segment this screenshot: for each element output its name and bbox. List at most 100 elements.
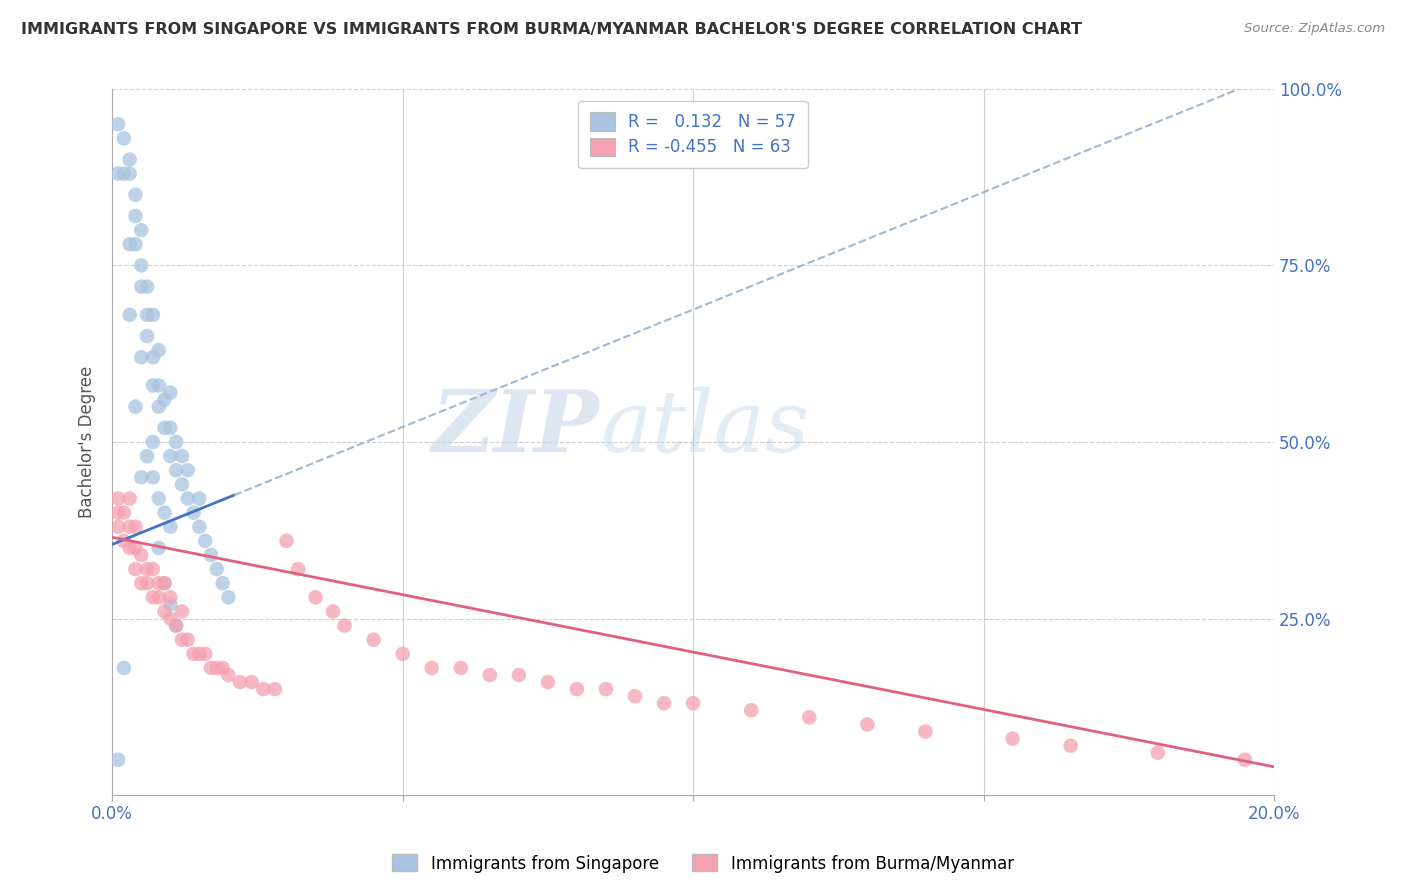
- Point: [194, 533, 217, 548]
- Point: [165, 618, 187, 632]
- Point: [148, 400, 170, 414]
- Point: [136, 308, 159, 322]
- Point: [183, 647, 205, 661]
- Point: [565, 682, 588, 697]
- Point: [136, 279, 159, 293]
- Point: [276, 533, 298, 548]
- Point: [1001, 731, 1024, 746]
- Point: [1059, 739, 1081, 753]
- Point: [112, 167, 135, 181]
- Point: [142, 470, 165, 484]
- Point: [159, 591, 181, 605]
- Point: [194, 647, 217, 661]
- Point: [252, 682, 274, 697]
- Point: [229, 675, 252, 690]
- Point: [537, 675, 560, 690]
- Point: [142, 350, 165, 364]
- Point: [118, 237, 141, 252]
- Point: [136, 576, 159, 591]
- Point: [107, 167, 129, 181]
- Point: [136, 329, 159, 343]
- Point: [170, 632, 193, 647]
- Point: [118, 491, 141, 506]
- Point: [107, 117, 129, 131]
- Point: [177, 463, 200, 477]
- Point: [142, 308, 165, 322]
- Point: [118, 519, 141, 533]
- Point: [107, 506, 129, 520]
- Point: [188, 647, 211, 661]
- Point: [118, 153, 141, 167]
- Point: [217, 668, 239, 682]
- Point: [148, 591, 170, 605]
- Point: [287, 562, 309, 576]
- Point: [124, 541, 146, 555]
- Point: [159, 611, 181, 625]
- Text: Source: ZipAtlas.com: Source: ZipAtlas.com: [1244, 22, 1385, 36]
- Point: [624, 689, 647, 703]
- Point: [129, 470, 152, 484]
- Point: [159, 598, 181, 612]
- Point: [136, 449, 159, 463]
- Point: [595, 682, 617, 697]
- Point: [148, 343, 170, 358]
- Point: [264, 682, 287, 697]
- Point: [153, 392, 176, 407]
- Point: [363, 632, 385, 647]
- Point: [508, 668, 530, 682]
- Point: [856, 717, 879, 731]
- Point: [142, 434, 165, 449]
- Point: [740, 703, 762, 717]
- Point: [159, 421, 181, 435]
- Point: [177, 491, 200, 506]
- Point: [914, 724, 936, 739]
- Point: [148, 491, 170, 506]
- Legend: R =   0.132   N = 57, R = -0.455   N = 63: R = 0.132 N = 57, R = -0.455 N = 63: [578, 101, 808, 168]
- Point: [165, 618, 187, 632]
- Point: [148, 378, 170, 392]
- Point: [322, 604, 344, 618]
- Point: [112, 131, 135, 145]
- Point: [148, 576, 170, 591]
- Point: [177, 632, 200, 647]
- Point: [478, 668, 501, 682]
- Point: [153, 421, 176, 435]
- Point: [107, 519, 129, 533]
- Point: [129, 259, 152, 273]
- Text: ZIP: ZIP: [432, 386, 600, 469]
- Point: [304, 591, 326, 605]
- Point: [1146, 746, 1168, 760]
- Point: [165, 434, 187, 449]
- Point: [118, 308, 141, 322]
- Point: [159, 385, 181, 400]
- Point: [148, 541, 170, 555]
- Point: [391, 647, 413, 661]
- Point: [211, 661, 233, 675]
- Point: [107, 753, 129, 767]
- Point: [129, 548, 152, 562]
- Point: [124, 187, 146, 202]
- Point: [211, 576, 233, 591]
- Point: [170, 604, 193, 618]
- Point: [153, 576, 176, 591]
- Point: [188, 519, 211, 533]
- Legend: Immigrants from Singapore, Immigrants from Burma/Myanmar: Immigrants from Singapore, Immigrants fr…: [385, 847, 1021, 880]
- Point: [129, 576, 152, 591]
- Point: [205, 562, 228, 576]
- Point: [124, 237, 146, 252]
- Point: [153, 576, 176, 591]
- Point: [205, 661, 228, 675]
- Point: [1233, 753, 1256, 767]
- Point: [799, 710, 821, 724]
- Point: [107, 491, 129, 506]
- Point: [170, 477, 193, 491]
- Point: [118, 167, 141, 181]
- Y-axis label: Bachelor's Degree: Bachelor's Degree: [79, 366, 96, 518]
- Point: [142, 562, 165, 576]
- Text: atlas: atlas: [600, 386, 810, 469]
- Point: [129, 350, 152, 364]
- Point: [142, 378, 165, 392]
- Point: [124, 562, 146, 576]
- Point: [112, 533, 135, 548]
- Point: [188, 491, 211, 506]
